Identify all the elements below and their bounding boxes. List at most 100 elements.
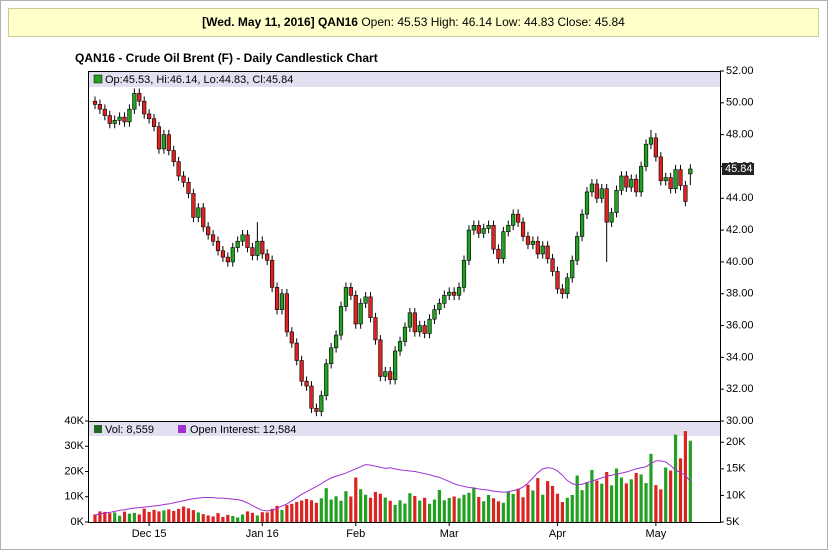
volume-bar xyxy=(408,493,412,522)
volume-bar xyxy=(536,478,540,522)
volume-tick-label: 20K xyxy=(64,465,84,477)
x-tick-label: May xyxy=(645,528,666,540)
volume-tick-label: 0K xyxy=(71,516,85,528)
candle-body xyxy=(673,169,678,190)
candle-body xyxy=(432,309,437,320)
volume-bar xyxy=(501,502,505,522)
volume-bar xyxy=(477,497,481,522)
candle-body xyxy=(132,92,137,110)
volume-bar xyxy=(654,485,658,522)
candle-body xyxy=(171,150,176,162)
x-tick-label: Mar xyxy=(440,528,459,540)
volume-bar xyxy=(472,487,476,522)
candle-body xyxy=(456,287,462,296)
volume-bar xyxy=(491,498,496,522)
candle-body xyxy=(255,240,260,256)
candle-body xyxy=(206,226,211,236)
volume-bar xyxy=(546,481,550,522)
price-legend-strip xyxy=(89,72,720,87)
candle-body xyxy=(304,380,309,387)
candle-body xyxy=(683,185,688,202)
volume-bar xyxy=(457,498,461,522)
volume-bar xyxy=(373,491,378,522)
candle-body xyxy=(545,245,550,260)
volume-bar xyxy=(265,512,269,522)
oi-tick-label: 5K xyxy=(726,516,740,528)
volume-bar xyxy=(560,502,564,522)
volume-bar xyxy=(245,511,250,522)
candle-body xyxy=(220,250,226,258)
candle-body xyxy=(609,212,614,223)
volume-legend-strip xyxy=(89,422,720,436)
volume-bar xyxy=(226,514,230,522)
candle-body xyxy=(225,256,230,263)
candle-body xyxy=(599,188,604,199)
volume-bar xyxy=(541,494,545,522)
volume-bar xyxy=(462,494,466,522)
candle-body xyxy=(314,407,319,412)
volume-bar xyxy=(186,508,191,522)
quote: Open: 45.53 High: 46.14 Low: 44.83 Close… xyxy=(361,15,625,29)
volume-bar xyxy=(280,509,284,522)
candle-body xyxy=(102,108,107,116)
candle-body xyxy=(353,295,358,325)
volume-bar xyxy=(511,493,515,522)
candle-body xyxy=(476,225,481,234)
last-price-tag xyxy=(722,163,754,175)
x-tick-label: Feb xyxy=(346,528,365,540)
volume-bar xyxy=(432,499,437,522)
candle-body xyxy=(112,120,117,124)
volume-bar xyxy=(550,485,555,522)
volume-bar xyxy=(565,497,569,522)
candle-body xyxy=(466,229,472,261)
candle-body xyxy=(373,317,378,341)
candle-body xyxy=(270,260,275,288)
y-tick-label: 30.00 xyxy=(726,415,754,427)
volume-bar xyxy=(221,516,225,522)
volume-bar xyxy=(329,499,333,522)
candle-body xyxy=(343,287,349,307)
volume-bar xyxy=(162,510,166,522)
volume-bar xyxy=(118,515,122,522)
legend-swatch xyxy=(178,425,186,433)
candle-body xyxy=(92,100,98,105)
candle-body xyxy=(643,143,649,167)
volume-bar xyxy=(570,494,574,522)
volume-bar xyxy=(364,494,368,522)
volume-bar xyxy=(403,503,407,522)
oi-legend: Open Interest: 12,584 xyxy=(190,424,296,436)
candle-body xyxy=(584,191,590,215)
candle-body xyxy=(388,371,393,380)
candle-body xyxy=(688,168,693,175)
volume-bar xyxy=(285,505,289,522)
volume-bar xyxy=(555,493,560,522)
volume-bar xyxy=(152,509,156,522)
candle-body xyxy=(668,177,673,190)
volume-bar xyxy=(211,516,215,522)
candle-body xyxy=(407,312,412,328)
open-interest-line xyxy=(94,460,691,516)
oi-tick-label: 15K xyxy=(726,463,746,475)
volume-bar xyxy=(580,490,584,522)
volume-bar xyxy=(196,512,200,522)
candle-body xyxy=(161,134,166,150)
volume-bar xyxy=(300,500,304,522)
volume-bar xyxy=(487,494,491,522)
volume-bar xyxy=(275,505,279,522)
volume-bar xyxy=(137,514,141,522)
candle-body xyxy=(525,236,531,245)
candle-body xyxy=(196,207,201,218)
candle-body xyxy=(437,302,442,310)
x-tick-label: Jan 16 xyxy=(246,528,279,540)
candle-body xyxy=(506,225,511,232)
volume-bar xyxy=(531,490,535,522)
candle-body xyxy=(634,178,639,193)
x-tick-label: Dec 15 xyxy=(132,528,167,540)
volume-bar xyxy=(241,514,245,522)
candle-body xyxy=(215,240,221,252)
candle-body xyxy=(658,156,663,182)
candle-body xyxy=(289,331,294,344)
candle-body xyxy=(338,306,344,336)
candle-body xyxy=(97,104,103,110)
